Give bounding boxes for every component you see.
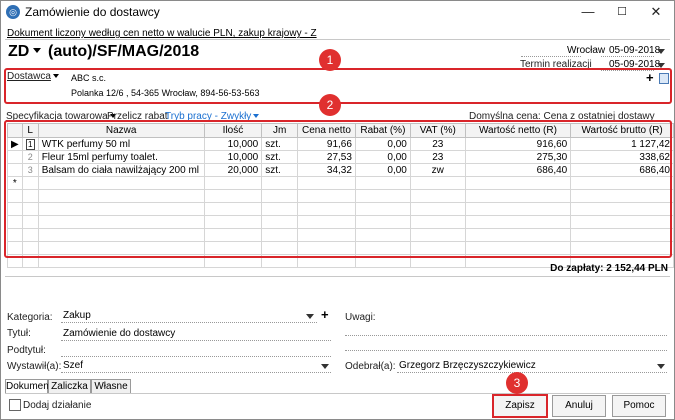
minimize-button[interactable]: — bbox=[581, 4, 595, 19]
tab-custom[interactable]: Własne bbox=[91, 379, 131, 394]
issued-by-dropdown-icon[interactable] bbox=[321, 364, 329, 369]
column-header-price[interactable]: Cena netto bbox=[296, 123, 356, 138]
received-by-dropdown-icon[interactable] bbox=[657, 364, 665, 369]
badge-2: 2 bbox=[319, 94, 341, 116]
notes-label: Uwagi: bbox=[345, 312, 376, 323]
received-by-label: Odebrał(a): bbox=[345, 361, 396, 372]
row-number: 1 bbox=[25, 138, 35, 150]
column-header-discount[interactable]: Rabat (%) bbox=[354, 123, 411, 138]
spec-dropdown-icon[interactable] bbox=[109, 114, 116, 119]
notes-underline-2 bbox=[345, 350, 667, 351]
title-bar: ◎ Zamówienie do dostawcy — ☐ ✕ bbox=[1, 1, 674, 23]
place-underline bbox=[521, 56, 581, 57]
table-row-empty[interactable] bbox=[7, 202, 674, 216]
spec-menu-label: Specyfikacja towarowa bbox=[6, 111, 108, 122]
delivery-date[interactable]: 05-09-2018 bbox=[609, 59, 661, 70]
column-header-gross[interactable]: Wartość brutto (R) bbox=[570, 123, 674, 138]
maximize-button[interactable]: ☐ bbox=[617, 6, 627, 18]
title-underline bbox=[61, 340, 331, 341]
work-mode-link[interactable]: Tryb pracy - Zwykły bbox=[165, 111, 260, 122]
doc-type-dropdown-icon[interactable] bbox=[33, 48, 41, 53]
table-row-empty[interactable] bbox=[7, 228, 674, 242]
work-mode-label: Tryb pracy - Zwykły bbox=[165, 111, 252, 122]
date-value[interactable]: 05-09-2018 bbox=[609, 45, 661, 56]
tab-advance[interactable]: Zaliczka bbox=[48, 379, 91, 394]
delivery-date-picker-icon[interactable] bbox=[657, 63, 665, 68]
separator bbox=[5, 393, 670, 394]
place-value[interactable]: Wrocław bbox=[567, 45, 606, 56]
cancel-button[interactable]: Anuluj bbox=[552, 395, 606, 417]
app-icon: ◎ bbox=[6, 5, 20, 19]
spec-menu[interactable]: Specyfikacja towarowa bbox=[6, 111, 116, 122]
supplier-name[interactable]: ABC s.c. bbox=[71, 73, 107, 83]
doc-type-selector[interactable]: ZD bbox=[8, 43, 30, 60]
date-underline bbox=[601, 56, 654, 57]
separator bbox=[5, 39, 670, 40]
add-category-icon[interactable]: + bbox=[321, 307, 329, 322]
table-row[interactable]: ▶ 1 WTK perfumy 50 ml 10,000 szt. 91,66 0,00 23… bbox=[7, 137, 674, 151]
highlight-box-2 bbox=[4, 120, 672, 258]
help-button[interactable]: Pomoc bbox=[612, 395, 666, 417]
column-header-net[interactable]: Wartość netto (R) bbox=[464, 123, 572, 138]
category-value[interactable]: Zakup bbox=[63, 310, 91, 321]
save-button[interactable]: Zapisz bbox=[492, 394, 548, 418]
subtitle-underline bbox=[61, 356, 331, 357]
table-header-row: L Nazwa Ilość Jm Cena netto Rabat (%) VA… bbox=[7, 123, 674, 138]
title-field[interactable]: Zamówienie do dostawcy bbox=[63, 328, 176, 339]
issued-by-underline bbox=[61, 372, 331, 373]
delivery-label: Termin realizacji bbox=[520, 59, 592, 70]
supplier-label-text: Dostawca bbox=[7, 71, 51, 82]
received-by-underline bbox=[397, 372, 667, 373]
column-header-lp[interactable]: L bbox=[21, 123, 39, 138]
supplier-label[interactable]: Dostawca bbox=[7, 71, 59, 82]
subtitle-label: Podtytuł: bbox=[7, 345, 46, 356]
notes-field[interactable] bbox=[345, 324, 667, 350]
total-due: Do zapłaty: 2 152,44 PLN bbox=[550, 263, 668, 274]
category-underline bbox=[61, 322, 317, 323]
tab-document[interactable]: Dokument bbox=[5, 379, 52, 394]
current-row-icon: ▶ bbox=[11, 138, 19, 150]
add-supplier-icon[interactable]: + bbox=[646, 70, 654, 85]
received-by-value[interactable]: Grzegorz Brzęczyszczykiewicz bbox=[399, 360, 536, 371]
separator bbox=[5, 276, 670, 277]
delivery-underline bbox=[601, 70, 654, 71]
document-number: (auto)/SF/MAG/2018 bbox=[48, 43, 200, 60]
supplier-address: Polanka 12/6 , 54-365 Wrocław, 894-56-53… bbox=[71, 88, 260, 98]
column-header-qty[interactable]: Ilość bbox=[203, 123, 263, 138]
supplier-details-icon[interactable] bbox=[659, 73, 669, 84]
document-info-link[interactable]: Dokument liczony według cen netto w walu… bbox=[7, 28, 317, 39]
issued-by-value[interactable]: Szef bbox=[63, 360, 84, 371]
date-picker-icon[interactable] bbox=[657, 49, 665, 54]
items-table: L Nazwa Ilość Jm Cena netto Rabat (%) VA… bbox=[7, 123, 674, 268]
category-dropdown-icon[interactable] bbox=[306, 314, 314, 319]
recalc-discount-link[interactable]: Przelicz rabat bbox=[107, 111, 168, 122]
default-price-label[interactable]: Domyślna cena: Cena z ostatniej dostawy bbox=[469, 111, 655, 122]
badge-3: 3 bbox=[506, 372, 528, 394]
window-title: Zamówienie do dostawcy bbox=[25, 5, 160, 19]
supplier-dropdown-icon[interactable] bbox=[52, 74, 59, 79]
issued-by-label: Wystawił(a): bbox=[7, 361, 62, 372]
category-label: Kategoria: bbox=[7, 312, 53, 323]
title-label: Tytuł: bbox=[7, 328, 31, 339]
add-action-checkbox[interactable] bbox=[9, 399, 21, 411]
add-action-label: Dodaj działanie bbox=[23, 400, 92, 411]
notes-underline-1 bbox=[345, 335, 667, 336]
close-button[interactable]: ✕ bbox=[650, 4, 662, 19]
badge-1: 1 bbox=[319, 49, 341, 71]
work-mode-dropdown-icon[interactable] bbox=[253, 114, 260, 119]
